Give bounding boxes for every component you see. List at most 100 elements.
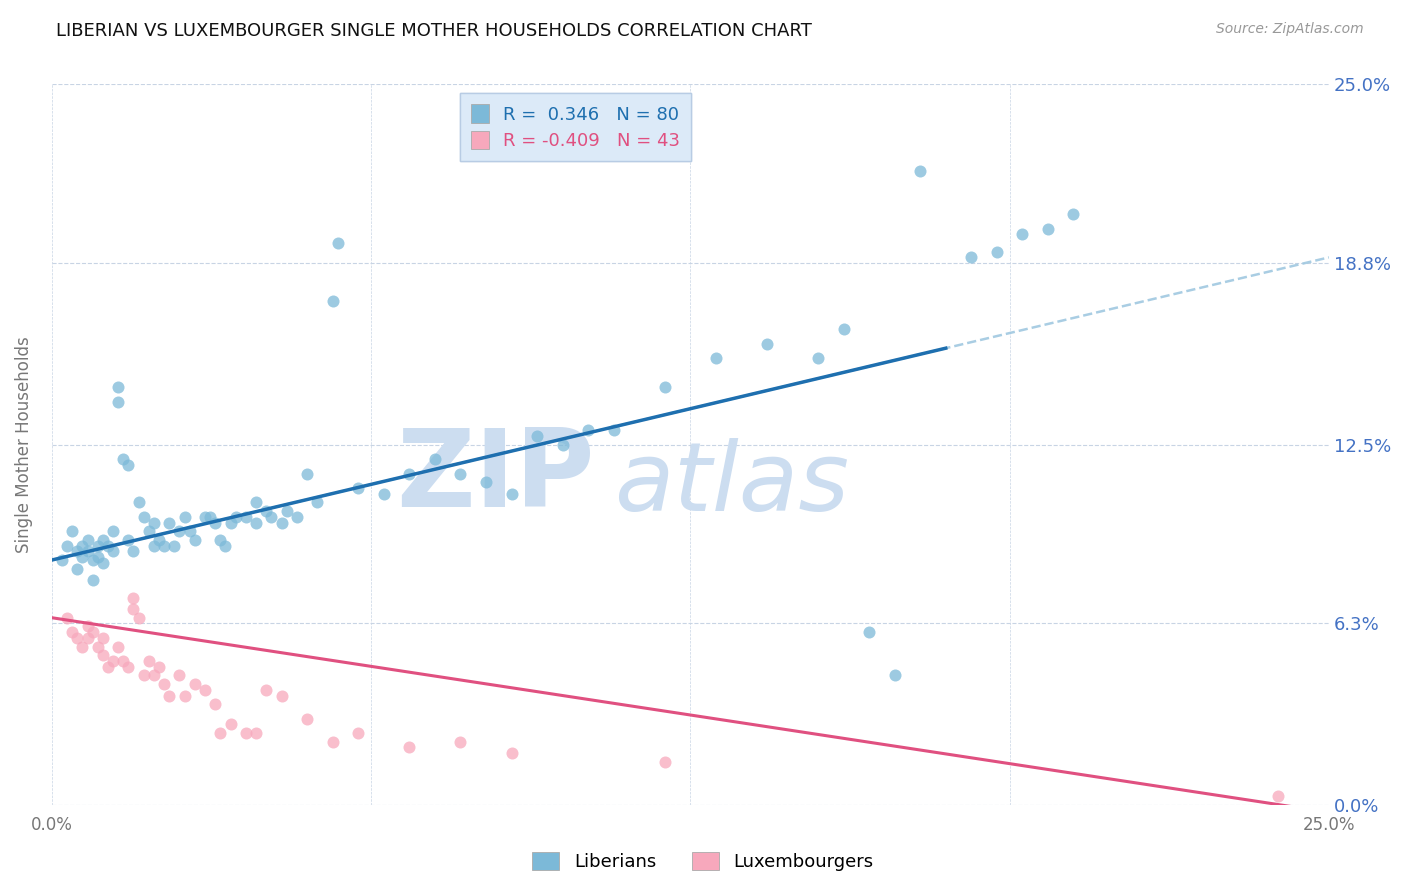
Point	[347, 726, 370, 740]
Point	[1267, 789, 1289, 804]
Point	[526, 429, 548, 443]
Point	[173, 689, 195, 703]
Point	[148, 659, 170, 673]
Legend: Liberians, Luxembourgers: Liberians, Luxembourgers	[524, 845, 882, 879]
Point	[276, 504, 298, 518]
Point	[209, 533, 232, 547]
Point	[72, 539, 94, 553]
Point	[132, 668, 155, 682]
Point	[214, 539, 236, 553]
Point	[326, 235, 349, 250]
Point	[1062, 207, 1084, 221]
Point	[704, 351, 727, 366]
Point	[219, 516, 242, 530]
Point	[66, 631, 89, 645]
Point	[138, 654, 160, 668]
Point	[960, 251, 983, 265]
Point	[82, 625, 104, 640]
Point	[398, 467, 420, 481]
Point	[173, 509, 195, 524]
Point	[60, 524, 83, 539]
Point	[138, 524, 160, 539]
Point	[76, 619, 98, 633]
Point	[373, 487, 395, 501]
Point	[602, 423, 624, 437]
Point	[122, 544, 145, 558]
Point	[270, 689, 292, 703]
Point	[101, 654, 124, 668]
Point	[198, 509, 221, 524]
Point	[295, 712, 318, 726]
Point	[225, 509, 247, 524]
Point	[91, 648, 114, 663]
Point	[107, 380, 129, 394]
Point	[91, 631, 114, 645]
Point	[82, 553, 104, 567]
Point	[142, 539, 165, 553]
Y-axis label: Single Mother Households: Single Mother Households	[15, 336, 32, 553]
Point	[101, 524, 124, 539]
Text: ZIP: ZIP	[396, 425, 595, 530]
Point	[501, 487, 523, 501]
Point	[132, 509, 155, 524]
Point	[807, 351, 830, 366]
Point	[322, 734, 344, 748]
Point	[209, 726, 232, 740]
Point	[112, 654, 135, 668]
Point	[87, 640, 110, 654]
Point	[219, 717, 242, 731]
Point	[322, 293, 344, 308]
Point	[87, 550, 110, 565]
Point	[235, 726, 257, 740]
Point	[163, 539, 186, 553]
Point	[254, 682, 277, 697]
Point	[101, 544, 124, 558]
Point	[254, 504, 277, 518]
Text: LIBERIAN VS LUXEMBOURGER SINGLE MOTHER HOUSEHOLDS CORRELATION CHART: LIBERIAN VS LUXEMBOURGER SINGLE MOTHER H…	[56, 22, 813, 40]
Point	[153, 539, 176, 553]
Point	[204, 516, 226, 530]
Text: Source: ZipAtlas.com: Source: ZipAtlas.com	[1216, 22, 1364, 37]
Point	[194, 682, 217, 697]
Point	[97, 659, 120, 673]
Point	[858, 625, 880, 640]
Point	[194, 509, 217, 524]
Point	[128, 495, 150, 509]
Legend: R =  0.346   N = 80, R = -0.409   N = 43: R = 0.346 N = 80, R = -0.409 N = 43	[460, 94, 690, 161]
Point	[179, 524, 201, 539]
Point	[117, 659, 139, 673]
Point	[60, 625, 83, 640]
Point	[501, 746, 523, 760]
Point	[76, 544, 98, 558]
Point	[245, 516, 267, 530]
Point	[307, 495, 329, 509]
Point	[1036, 221, 1059, 235]
Point	[295, 467, 318, 481]
Point	[128, 610, 150, 624]
Point	[449, 467, 471, 481]
Point	[87, 539, 110, 553]
Point	[285, 509, 308, 524]
Point	[654, 755, 676, 769]
Point	[883, 668, 905, 682]
Point	[576, 423, 599, 437]
Point	[398, 740, 420, 755]
Point	[449, 734, 471, 748]
Point	[117, 458, 139, 472]
Point	[66, 544, 89, 558]
Point	[122, 602, 145, 616]
Point	[66, 562, 89, 576]
Point	[475, 475, 498, 490]
Point	[91, 556, 114, 570]
Point	[97, 539, 120, 553]
Point	[551, 438, 574, 452]
Point	[245, 726, 267, 740]
Point	[56, 610, 79, 624]
Point	[76, 533, 98, 547]
Point	[107, 640, 129, 654]
Point	[832, 322, 855, 336]
Point	[157, 689, 180, 703]
Point	[347, 481, 370, 495]
Point	[157, 516, 180, 530]
Point	[235, 509, 257, 524]
